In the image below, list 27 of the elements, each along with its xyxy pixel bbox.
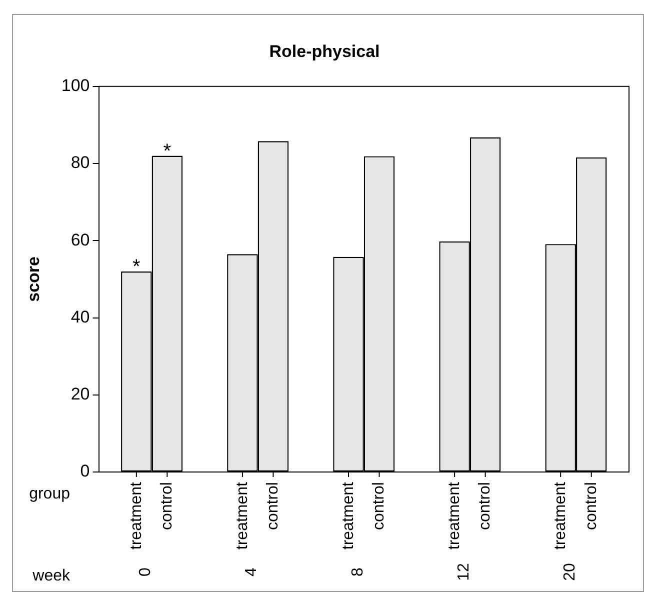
y-tick-label: 40 [70,307,90,326]
chart-title: Role-physical [269,42,380,61]
text: control [158,482,176,530]
y-tick-label: 20 [70,384,90,404]
text: treatment [552,482,570,550]
x-tick-label: 0 [137,567,154,576]
x-tick-label: 8 [349,567,366,576]
y-tick-label: 0 [80,462,90,481]
text: treatment [234,482,251,550]
text: treatment [446,482,463,550]
x-tick-label: 20 [561,563,578,581]
text: control [370,482,388,530]
x-axis-title: week [32,567,71,584]
annotation: * [132,256,141,278]
text: group [29,485,70,502]
text: treatment [128,481,145,550]
text: control [582,482,600,530]
text: treatment [340,482,357,550]
y-axis-title: score [24,256,43,302]
y-tick-label: 80 [70,153,90,172]
y-tick-label: 100 [61,76,90,96]
text: control [264,482,282,530]
x-tick-label: 4 [243,567,260,576]
text: control [476,482,494,530]
y-tick-label: 60 [70,230,90,250]
x-tick-label: 12 [455,563,472,581]
annotation: * [163,140,172,162]
